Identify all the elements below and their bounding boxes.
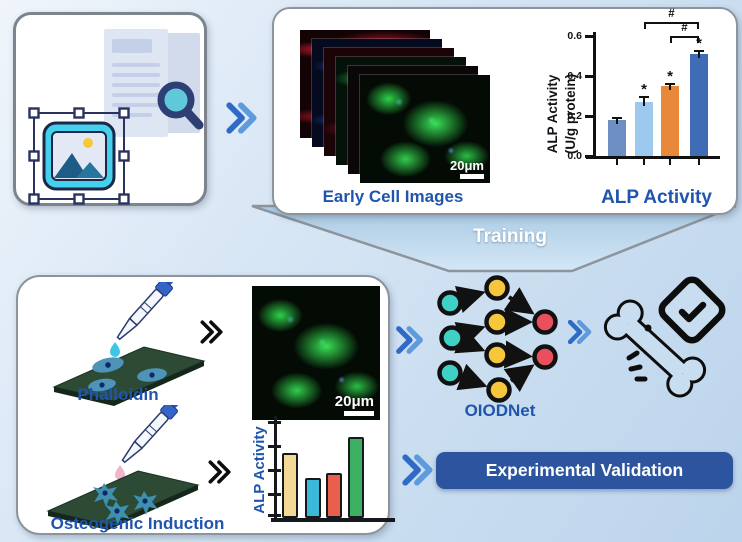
x-tick bbox=[615, 159, 619, 165]
alp-activity-bar-chart: 0.0 0.2 0.4 0.6 * * * # # bbox=[567, 8, 739, 209]
x-axis-line bbox=[271, 518, 395, 522]
droplet-icon bbox=[115, 465, 125, 480]
error-bar-cap bbox=[694, 50, 704, 53]
chevron-right-icon bbox=[396, 326, 423, 354]
training-data-panel: 20μm Early Cell Images ALP Activity (U/g… bbox=[272, 7, 738, 215]
culture-plate-icon bbox=[46, 470, 200, 530]
checkmark-icon bbox=[678, 301, 707, 323]
chart-x-axis-label: ALP Activity bbox=[601, 187, 712, 208]
experimental-validation-banner: Experimental Validation bbox=[436, 452, 733, 489]
chevron-right-icon bbox=[567, 319, 592, 345]
y-tick bbox=[268, 469, 281, 472]
sig-bracket-tick bbox=[696, 22, 699, 29]
phalloidin-label: Phalloidin bbox=[77, 385, 159, 404]
error-bar-cap bbox=[612, 117, 622, 120]
x-axis-line bbox=[586, 156, 720, 159]
chart-bar bbox=[305, 478, 321, 518]
sig-bracket-tick bbox=[670, 36, 673, 43]
image-selection-icon bbox=[28, 107, 130, 205]
y-tick bbox=[268, 421, 281, 424]
sig-bracket-label: # bbox=[681, 22, 688, 34]
sig-bracket bbox=[670, 36, 699, 39]
x-tick bbox=[642, 159, 646, 165]
sig-bracket bbox=[644, 22, 699, 25]
neural-network-icon bbox=[437, 275, 558, 403]
chevron-right-icon bbox=[200, 320, 223, 344]
sig-bracket-tick bbox=[644, 22, 647, 29]
image-search-illustration bbox=[28, 29, 204, 205]
chevron-right-icon bbox=[226, 102, 257, 134]
literature-search-panel bbox=[13, 12, 207, 206]
y-tick bbox=[268, 493, 281, 496]
error-bar bbox=[668, 83, 672, 90]
early-cell-images-label: Early Cell Images bbox=[322, 187, 464, 206]
error-bar bbox=[615, 117, 619, 124]
y-axis-line bbox=[592, 32, 596, 158]
sig-bracket-label: # bbox=[668, 8, 675, 20]
osteogenic-induction-label: Osteogenic Induction bbox=[50, 514, 225, 533]
error-bar-cap bbox=[639, 96, 649, 99]
significance-star: * bbox=[696, 35, 702, 52]
experiment-panel: Phalloidin 20μm bbox=[16, 275, 395, 535]
y-tick-label: 0.6 bbox=[567, 30, 582, 42]
y-tick bbox=[585, 35, 594, 38]
training-label: Training bbox=[473, 226, 547, 247]
culture-plate-icon bbox=[52, 346, 206, 406]
chevron-right-icon bbox=[208, 460, 231, 484]
droplet-icon bbox=[110, 342, 120, 357]
y-tick-label: 0.0 bbox=[567, 150, 582, 162]
chevron-right-icon bbox=[402, 454, 433, 486]
error-bar bbox=[697, 50, 701, 58]
bone-check-icon bbox=[603, 276, 726, 398]
chart-bar bbox=[348, 437, 364, 518]
y-tick-label: 0.4 bbox=[567, 70, 582, 82]
scale-bar-line bbox=[460, 174, 484, 179]
phalloidin-microscopy-image: 20μm bbox=[252, 286, 380, 420]
x-tick bbox=[697, 159, 701, 165]
scale-bar-line bbox=[344, 411, 374, 416]
y-tick bbox=[585, 75, 594, 78]
impact-dashes bbox=[626, 350, 648, 382]
cell-image-front: 20μm bbox=[360, 75, 490, 183]
y-tick bbox=[585, 155, 594, 158]
chart-bar bbox=[608, 120, 626, 156]
chart-bar bbox=[326, 473, 342, 518]
dot bbox=[644, 324, 652, 332]
y-tick bbox=[268, 445, 281, 448]
alp-activity-cartoon-chart bbox=[243, 415, 398, 530]
scale-bar: 20μm bbox=[335, 394, 374, 416]
x-tick bbox=[668, 159, 672, 165]
y-tick bbox=[585, 115, 594, 118]
significance-star: * bbox=[667, 68, 673, 85]
document-icon bbox=[104, 29, 200, 137]
pipette-icon bbox=[115, 405, 182, 480]
error-bar bbox=[642, 96, 646, 106]
magnifier-icon bbox=[157, 81, 204, 130]
chart-bar bbox=[661, 86, 679, 156]
oiodnet-label: OIODNet bbox=[464, 401, 536, 420]
chart-bar bbox=[690, 54, 708, 156]
cell-shapes bbox=[88, 357, 167, 392]
error-bar-cap bbox=[665, 83, 675, 86]
chart-bar bbox=[282, 453, 298, 518]
y-tick-label: 0.2 bbox=[567, 110, 582, 122]
y-tick bbox=[268, 514, 281, 517]
chart-bar bbox=[635, 102, 653, 156]
pipette-icon bbox=[110, 282, 177, 357]
scale-bar: 20μm bbox=[450, 159, 484, 179]
sig-bracket-tick bbox=[696, 36, 699, 43]
significance-star: * bbox=[641, 81, 647, 98]
